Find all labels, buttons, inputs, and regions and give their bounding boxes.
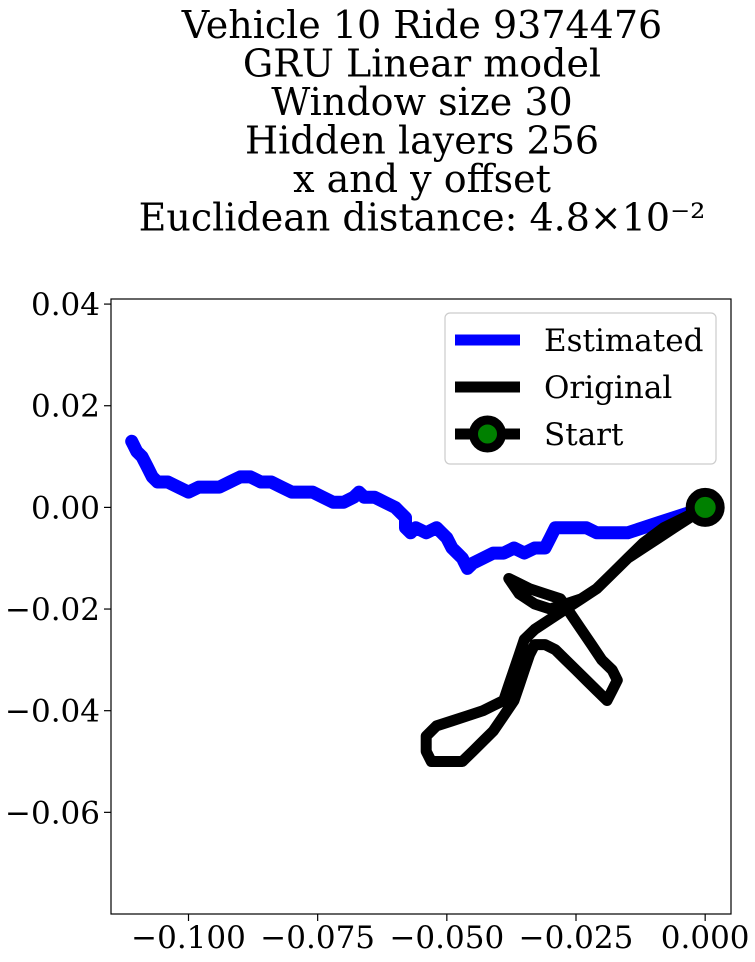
series-line-original (420, 501, 711, 767)
y-tick-label: −0.04 (5, 694, 100, 730)
y-tick-label: 0.04 (31, 287, 100, 323)
x-tick-label: −0.025 (519, 920, 634, 956)
y-tick-label: 0.02 (31, 389, 100, 425)
y-tick-label: −0.06 (5, 795, 100, 831)
title-line-4: Hidden layers 256 (245, 119, 599, 163)
x-tick-label: −0.050 (389, 920, 504, 956)
series-lines (125, 434, 725, 767)
legend-label: Estimated (544, 323, 703, 359)
legend-item-start: Start (455, 415, 624, 453)
legend-label: Start (544, 417, 624, 453)
x-tick-label: 0.000 (661, 920, 750, 956)
legend-item-estimated: Estimated (455, 323, 703, 359)
start-point-marker (685, 487, 725, 527)
legend: Estimated Original Start (444, 312, 717, 465)
title-line-6: Euclidean distance: 4.8×10⁻² (139, 196, 706, 240)
legend-label: Original (544, 370, 672, 406)
series-line-estimated (125, 434, 712, 575)
axes-frame (110, 298, 732, 915)
legend-box (444, 312, 717, 465)
y-axis-ticks: 0.04 0.02 0.00 −0.02 −0.04 −0.06 (5, 287, 111, 831)
x-axis-ticks: −0.100 −0.075 −0.050 −0.025 0.000 (131, 914, 750, 956)
legend-item-original: Original (455, 370, 672, 406)
y-tick-label: −0.02 (5, 592, 100, 628)
title-line-5: x and y offset (293, 157, 551, 201)
title-line-2: GRU Linear model (243, 42, 601, 86)
x-tick-label: −0.100 (131, 920, 246, 956)
x-tick-label: −0.075 (260, 920, 375, 956)
title-line-3: Window size 30 (271, 80, 572, 124)
legend-marker (469, 415, 506, 453)
y-tick-label: 0.00 (31, 490, 100, 526)
plot-area (110, 298, 732, 915)
title-line-1: Vehicle 10 Ride 9374476 (181, 3, 662, 47)
